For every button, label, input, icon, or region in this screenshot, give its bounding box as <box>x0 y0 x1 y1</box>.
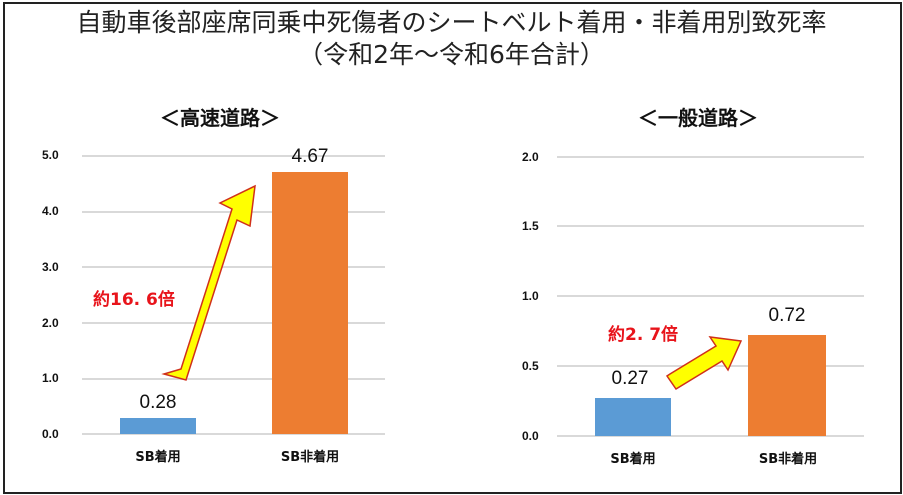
chart-title-expressway: ＜高速道路＞ <box>160 106 280 130</box>
chart-title-general-road: ＜一般道路＞ <box>638 106 758 130</box>
y-tick: 1.0 <box>522 289 539 303</box>
gridline <box>82 266 385 268</box>
ratio-annotation-general-road: 約2. 7倍 <box>608 325 679 345</box>
value-label-not-worn: 0.72 <box>768 305 806 326</box>
category-label-worn: SB着用 <box>135 450 181 465</box>
bar-sb-not-worn <box>272 172 348 434</box>
y-tick: 0.0 <box>522 429 539 443</box>
category-label-worn: SB着用 <box>610 452 656 467</box>
gridline <box>82 378 385 380</box>
value-label-worn: 0.27 <box>611 368 649 389</box>
x-axis-baseline <box>557 435 864 437</box>
bar-sb-worn <box>120 418 196 434</box>
y-tick: 5.0 <box>42 148 59 162</box>
y-tick: 0.5 <box>522 359 539 373</box>
bar-sb-not-worn <box>748 335 826 436</box>
gridline <box>557 295 864 297</box>
gridline <box>557 225 864 227</box>
y-tick: 1.0 <box>42 371 59 385</box>
main-title: 自動車後部座席同乗中死傷者のシートベルト着用・非着用別致死率 <box>76 8 827 37</box>
gridline <box>557 156 864 158</box>
y-tick: 2.0 <box>522 150 539 164</box>
bar-sb-worn <box>595 398 671 436</box>
value-label-not-worn: 4.67 <box>291 146 329 167</box>
ratio-annotation-expressway: 約16. 6倍 <box>93 290 175 310</box>
value-label-worn: 0.28 <box>139 392 177 413</box>
x-axis-baseline <box>82 433 385 435</box>
y-tick: 1.5 <box>522 219 539 233</box>
y-tick: 3.0 <box>42 260 59 274</box>
category-label-not-worn: SB非着用 <box>758 452 818 467</box>
gridline <box>82 322 385 324</box>
gridline <box>82 155 385 157</box>
y-tick: 2.0 <box>42 316 59 330</box>
category-label-not-worn: SB非着用 <box>280 450 340 465</box>
main-subtitle-period: （令和2年～令和6年合計） <box>298 40 605 69</box>
chart-frame <box>3 2 902 494</box>
y-tick: 4.0 <box>42 204 59 218</box>
y-tick: 0.0 <box>42 427 59 441</box>
